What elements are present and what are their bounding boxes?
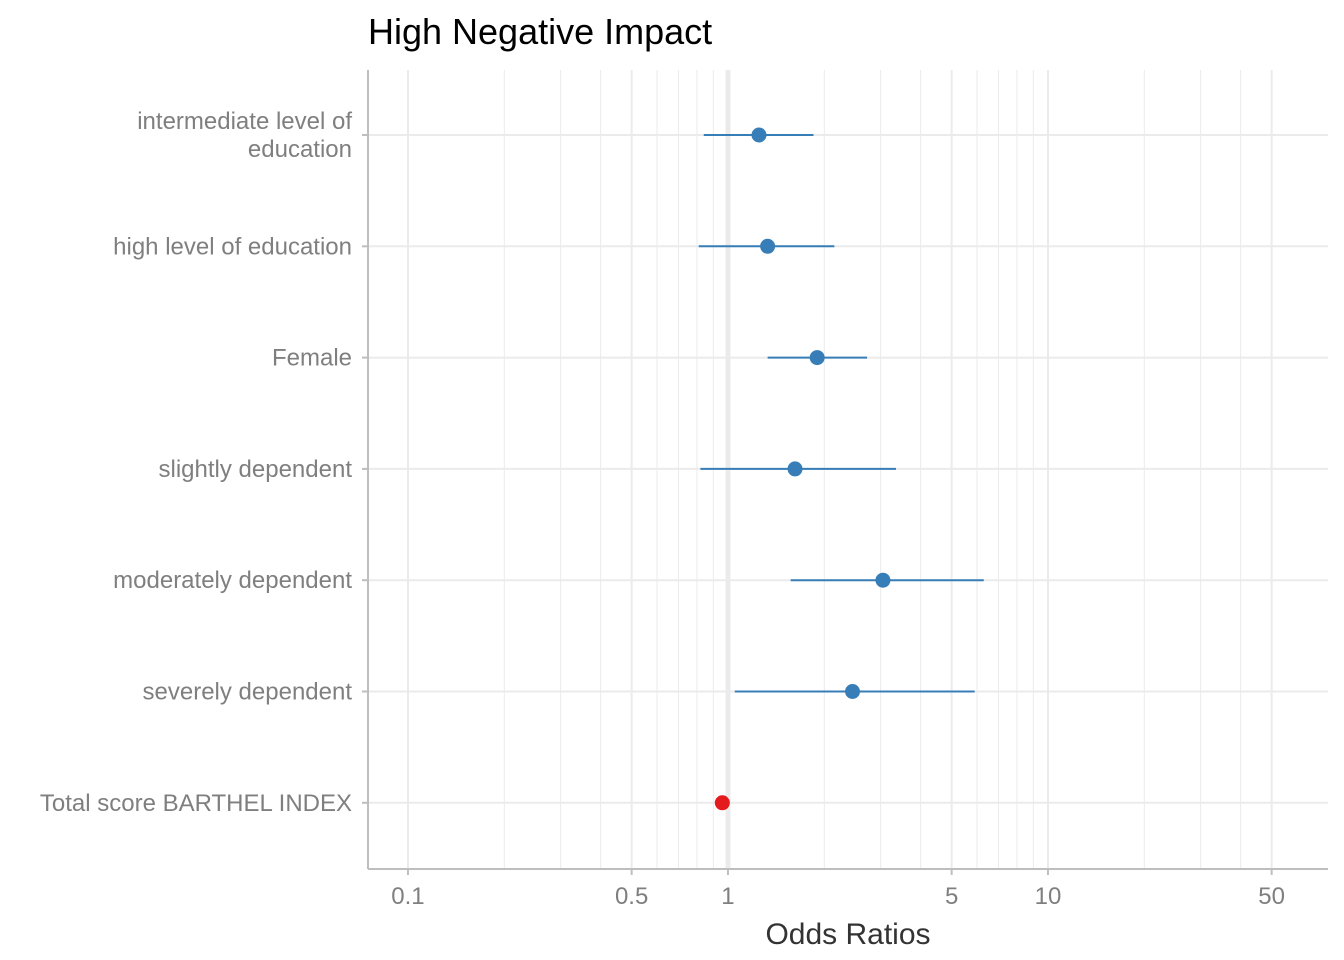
point-estimate bbox=[845, 684, 861, 699]
point-estimate bbox=[714, 795, 730, 811]
row-label-line: moderately dependent bbox=[113, 567, 352, 594]
x-tick-label: 1 bbox=[721, 883, 734, 910]
x-tick-label: 0.5 bbox=[615, 883, 648, 910]
row-label: Female bbox=[272, 345, 352, 372]
data-marks bbox=[698, 127, 984, 811]
row-label-line: Total score BARTHEL INDEX bbox=[40, 790, 352, 817]
x-tick-label: 5 bbox=[945, 883, 958, 910]
row-label: intermediate level of education bbox=[137, 108, 352, 163]
row-label: moderately dependent bbox=[113, 567, 352, 594]
x-tick-labels: 0.1 0.5 1 5 10 50 bbox=[391, 883, 1285, 910]
row-label: Total score BARTHEL INDEX bbox=[40, 790, 352, 817]
row-label-line: high level of education bbox=[113, 233, 352, 260]
point-estimate bbox=[875, 572, 891, 588]
point-estimate bbox=[751, 127, 767, 143]
row-labels: intermediate level of education high level… bbox=[40, 108, 352, 817]
row-label: severely dependent bbox=[143, 679, 353, 706]
x-tick-label: 0.1 bbox=[391, 883, 424, 910]
x-tick-label: 50 bbox=[1258, 883, 1285, 910]
point-estimate bbox=[760, 238, 776, 254]
row-label-line: slightly dependent bbox=[159, 456, 353, 483]
row-label-line: severely dependent bbox=[143, 679, 353, 706]
axes bbox=[362, 70, 1328, 875]
row-label: high level of education bbox=[113, 233, 352, 260]
row-label-line: Female bbox=[272, 345, 352, 372]
point-estimate bbox=[787, 461, 803, 477]
x-tick-label: 10 bbox=[1035, 883, 1062, 910]
row-label-line: education bbox=[248, 136, 352, 163]
chart-title: High Negative Impact bbox=[368, 11, 712, 52]
row-label: slightly dependent bbox=[159, 456, 353, 483]
row-label-line: intermediate level of bbox=[137, 108, 352, 135]
x-axis-title: Odds Ratios bbox=[765, 918, 930, 951]
point-estimate bbox=[809, 350, 825, 366]
